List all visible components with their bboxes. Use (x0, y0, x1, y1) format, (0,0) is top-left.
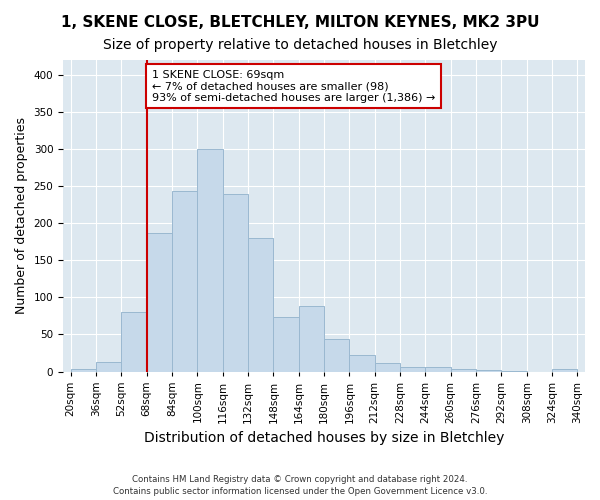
Bar (197, 149, 223, 372)
Y-axis label: Number of detached properties: Number of detached properties (15, 118, 28, 314)
Text: Contains HM Land Registry data © Crown copyright and database right 2024.: Contains HM Land Registry data © Crown c… (132, 475, 468, 484)
Text: Size of property relative to detached houses in Bletchley: Size of property relative to detached ho… (103, 38, 497, 52)
Bar (121, 312, 146, 372)
Bar (476, 370, 502, 372)
Bar (146, 233, 172, 372)
X-axis label: Distribution of detached houses by size in Bletchley: Distribution of detached houses by size … (144, 431, 504, 445)
Bar (172, 192, 197, 372)
Text: 1, SKENE CLOSE, BLETCHLEY, MILTON KEYNES, MK2 3PU: 1, SKENE CLOSE, BLETCHLEY, MILTON KEYNES… (61, 15, 539, 30)
Bar (223, 194, 248, 372)
Bar (324, 339, 349, 372)
Bar (374, 364, 400, 372)
Bar (299, 306, 324, 372)
Bar (349, 355, 374, 372)
Text: 1 SKENE CLOSE: 69sqm
← 7% of detached houses are smaller (98)
93% of semi-detach: 1 SKENE CLOSE: 69sqm ← 7% of detached ho… (152, 70, 435, 103)
Bar (425, 367, 451, 372)
Bar (248, 238, 274, 372)
Bar (274, 318, 299, 372)
Bar (502, 371, 527, 372)
Text: Contains public sector information licensed under the Open Government Licence v3: Contains public sector information licen… (113, 487, 487, 496)
Bar (451, 368, 476, 372)
Bar (552, 370, 577, 372)
Bar (96, 362, 121, 372)
Bar (71, 368, 96, 372)
Bar (400, 367, 425, 372)
